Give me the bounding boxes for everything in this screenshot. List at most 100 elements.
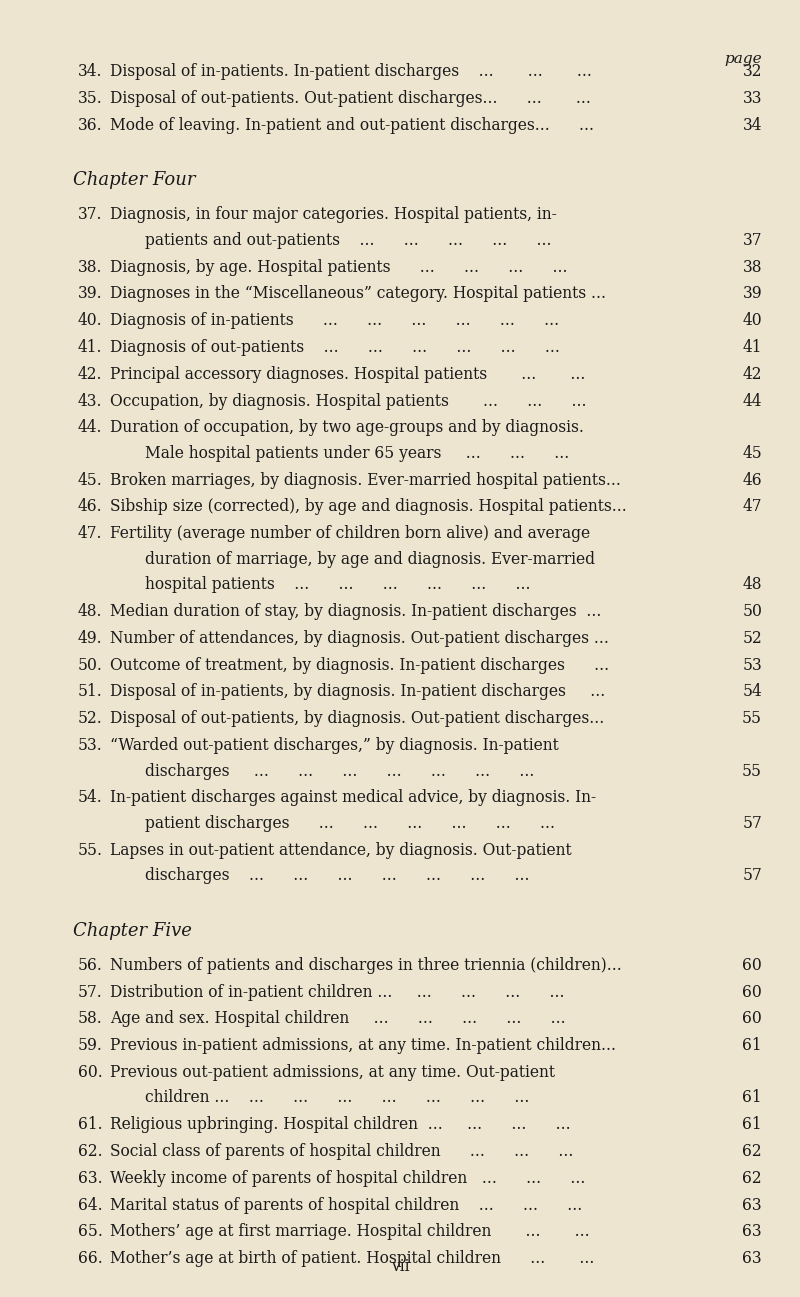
Text: page: page xyxy=(724,52,762,66)
Text: 56.: 56. xyxy=(78,957,103,974)
Text: discharges     ...      ...      ...      ...      ...      ...      ...: discharges ... ... ... ... ... ... ... xyxy=(145,763,534,779)
Text: 46: 46 xyxy=(742,472,762,489)
Text: 48.: 48. xyxy=(78,603,102,620)
Text: “Warded out-patient discharges,” by diagnosis. In-patient: “Warded out-patient discharges,” by diag… xyxy=(110,737,558,754)
Text: 37.: 37. xyxy=(78,206,102,223)
Text: 40: 40 xyxy=(742,313,762,329)
Text: 53.: 53. xyxy=(78,737,102,754)
Text: Male hospital patients under 65 years     ...      ...      ...: Male hospital patients under 65 years ..… xyxy=(145,445,570,462)
Text: Broken marriages, by diagnosis. Ever-married hospital patients...: Broken marriages, by diagnosis. Ever-mar… xyxy=(110,472,630,489)
Text: 40.: 40. xyxy=(78,313,102,329)
Text: 53: 53 xyxy=(742,656,762,673)
Text: Religious upbringing. Hospital children  ...     ...      ...      ...: Religious upbringing. Hospital children … xyxy=(110,1117,580,1134)
Text: Median duration of stay, by diagnosis. In-patient discharges  ...: Median duration of stay, by diagnosis. I… xyxy=(110,603,611,620)
Text: 60: 60 xyxy=(742,983,762,1000)
Text: 54: 54 xyxy=(742,684,762,700)
Text: Chapter Four: Chapter Four xyxy=(73,171,195,189)
Text: 57: 57 xyxy=(742,815,762,831)
Text: 63: 63 xyxy=(742,1197,762,1214)
Text: Disposal of out-patients. Out-patient discharges...      ...       ...: Disposal of out-patients. Out-patient di… xyxy=(110,89,601,106)
Text: 35.: 35. xyxy=(78,89,102,106)
Text: Mothers’ age at first marriage. Hospital children       ...       ...: Mothers’ age at first marriage. Hospital… xyxy=(110,1223,599,1240)
Text: 34: 34 xyxy=(742,117,762,134)
Text: Mode of leaving. In-patient and out-patient discharges...      ...: Mode of leaving. In-patient and out-pati… xyxy=(110,117,604,134)
Text: 42: 42 xyxy=(742,366,762,383)
Text: children ...    ...      ...      ...      ...      ...      ...      ...: children ... ... ... ... ... ... ... ... xyxy=(145,1089,530,1106)
Text: 63: 63 xyxy=(742,1250,762,1267)
Text: Age and sex. Hospital children     ...      ...      ...      ...      ...: Age and sex. Hospital children ... ... .… xyxy=(110,1010,575,1027)
Text: 46.: 46. xyxy=(78,498,102,515)
Text: 37: 37 xyxy=(742,232,762,249)
Text: 63: 63 xyxy=(742,1223,762,1240)
Text: 60: 60 xyxy=(742,1010,762,1027)
Text: vii: vii xyxy=(390,1258,410,1275)
Text: 61: 61 xyxy=(742,1089,762,1106)
Text: 52: 52 xyxy=(742,630,762,647)
Text: Diagnosis of out-patients    ...      ...      ...      ...      ...      ...: Diagnosis of out-patients ... ... ... ..… xyxy=(110,339,570,355)
Text: 55.: 55. xyxy=(78,842,103,859)
Text: Disposal of in-patients, by diagnosis. In-patient discharges     ...: Disposal of in-patients, by diagnosis. I… xyxy=(110,684,615,700)
Text: In-patient discharges against medical advice, by diagnosis. In-: In-patient discharges against medical ad… xyxy=(110,790,596,807)
Text: 63.: 63. xyxy=(78,1170,102,1187)
Text: Chapter Five: Chapter Five xyxy=(73,922,192,940)
Text: 34.: 34. xyxy=(78,64,102,80)
Text: 39: 39 xyxy=(742,285,762,302)
Text: 45: 45 xyxy=(742,445,762,462)
Text: 33: 33 xyxy=(742,89,762,106)
Text: 66.: 66. xyxy=(78,1250,102,1267)
Text: Previous in-patient admissions, at any time. In-patient children...: Previous in-patient admissions, at any t… xyxy=(110,1038,626,1054)
Text: 65.: 65. xyxy=(78,1223,103,1240)
Text: Diagnosis of in-patients      ...      ...      ...      ...      ...      ...: Diagnosis of in-patients ... ... ... ...… xyxy=(110,313,569,329)
Text: 50: 50 xyxy=(742,603,762,620)
Text: 36.: 36. xyxy=(78,117,102,134)
Text: 57: 57 xyxy=(742,868,762,885)
Text: 60: 60 xyxy=(742,957,762,974)
Text: Distribution of in-patient children ...     ...      ...      ...      ...: Distribution of in-patient children ... … xyxy=(110,983,574,1000)
Text: 44.: 44. xyxy=(78,419,102,436)
Text: 61: 61 xyxy=(742,1117,762,1134)
Text: Weekly income of parents of hospital children   ...      ...      ...: Weekly income of parents of hospital chi… xyxy=(110,1170,595,1187)
Text: 38.: 38. xyxy=(78,258,102,275)
Text: 60.: 60. xyxy=(78,1064,102,1080)
Text: Numbers of patients and discharges in three triennia (children)...: Numbers of patients and discharges in th… xyxy=(110,957,631,974)
Text: 51.: 51. xyxy=(78,684,102,700)
Text: 62: 62 xyxy=(742,1143,762,1160)
Text: 47: 47 xyxy=(742,498,762,515)
Text: 43.: 43. xyxy=(78,393,102,410)
Text: 61: 61 xyxy=(742,1038,762,1054)
Text: duration of marriage, by age and diagnosis. Ever-married: duration of marriage, by age and diagnos… xyxy=(145,551,595,568)
Text: Diagnosis, by age. Hospital patients      ...      ...      ...      ...: Diagnosis, by age. Hospital patients ...… xyxy=(110,258,578,275)
Text: Occupation, by diagnosis. Hospital patients       ...      ...      ...: Occupation, by diagnosis. Hospital patie… xyxy=(110,393,596,410)
Text: Disposal of out-patients, by diagnosis. Out-patient discharges...: Disposal of out-patients, by diagnosis. … xyxy=(110,711,614,728)
Text: 38: 38 xyxy=(742,258,762,275)
Text: Diagnoses in the “Miscellaneous” category. Hospital patients ...: Diagnoses in the “Miscellaneous” categor… xyxy=(110,285,616,302)
Text: 58.: 58. xyxy=(78,1010,102,1027)
Text: Social class of parents of hospital children      ...      ...      ...: Social class of parents of hospital chil… xyxy=(110,1143,583,1160)
Text: 64.: 64. xyxy=(78,1197,102,1214)
Text: 52.: 52. xyxy=(78,711,102,728)
Text: patient discharges      ...      ...      ...      ...      ...      ...: patient discharges ... ... ... ... ... .… xyxy=(145,815,555,831)
Text: 42.: 42. xyxy=(78,366,102,383)
Text: Diagnosis, in four major categories. Hospital patients, in-: Diagnosis, in four major categories. Hos… xyxy=(110,206,557,223)
Text: Number of attendances, by diagnosis. Out-patient discharges ...: Number of attendances, by diagnosis. Out… xyxy=(110,630,618,647)
Text: Duration of occupation, by two age-groups and by diagnosis.: Duration of occupation, by two age-group… xyxy=(110,419,584,436)
Text: 44: 44 xyxy=(742,393,762,410)
Text: 49.: 49. xyxy=(78,630,102,647)
Text: 55: 55 xyxy=(742,711,762,728)
Text: 45.: 45. xyxy=(78,472,102,489)
Text: 54.: 54. xyxy=(78,790,102,807)
Text: patients and out-patients    ...      ...      ...      ...      ...: patients and out-patients ... ... ... ..… xyxy=(145,232,551,249)
Text: Lapses in out-patient attendance, by diagnosis. Out-patient: Lapses in out-patient attendance, by dia… xyxy=(110,842,572,859)
Text: 32: 32 xyxy=(742,64,762,80)
Text: 62.: 62. xyxy=(78,1143,102,1160)
Text: discharges    ...      ...      ...      ...      ...      ...      ...: discharges ... ... ... ... ... ... ... xyxy=(145,868,530,885)
Text: Outcome of treatment, by diagnosis. In-patient discharges      ...: Outcome of treatment, by diagnosis. In-p… xyxy=(110,656,619,673)
Text: 57.: 57. xyxy=(78,983,102,1000)
Text: 41: 41 xyxy=(742,339,762,355)
Text: Fertility (average number of children born alive) and average: Fertility (average number of children bo… xyxy=(110,525,590,542)
Text: Previous out-patient admissions, at any time. Out-patient: Previous out-patient admissions, at any … xyxy=(110,1064,555,1080)
Text: 41.: 41. xyxy=(78,339,102,355)
Text: 55: 55 xyxy=(742,763,762,779)
Text: Disposal of in-patients. In-patient discharges    ...       ...       ...: Disposal of in-patients. In-patient disc… xyxy=(110,64,602,80)
Text: 62: 62 xyxy=(742,1170,762,1187)
